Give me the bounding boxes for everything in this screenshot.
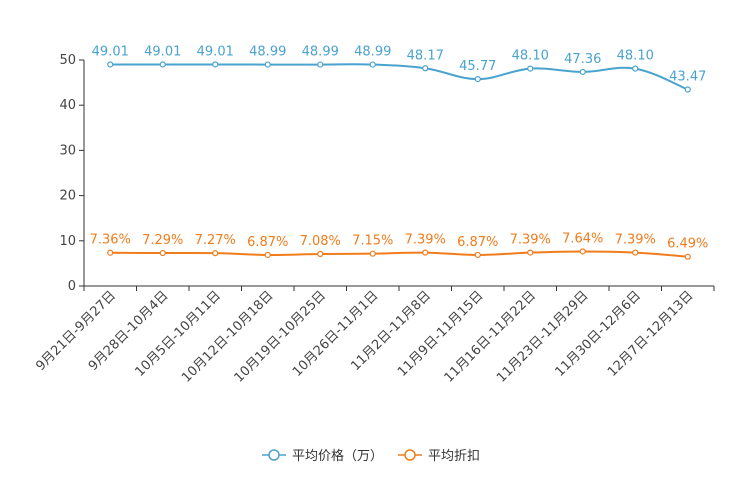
series-1: 7.36% 7.29% 7.27% 6.87% 7.08% 7.15% 7.39% 6.87%… bbox=[90, 231, 708, 260]
data-label: 48.99 bbox=[302, 45, 339, 60]
data-label: 45.77 bbox=[459, 59, 496, 74]
data-point bbox=[684, 86, 691, 93]
data-point bbox=[422, 65, 429, 72]
data-point bbox=[474, 251, 481, 259]
data-label: 48.99 bbox=[354, 45, 391, 60]
data-label: 6.87% bbox=[457, 235, 498, 250]
series-group: 49.01 49.01 49.01 48.99 48.99 48.99 48.17 45.77… bbox=[90, 44, 708, 260]
data-point bbox=[107, 249, 114, 256]
data-label: 43.47 bbox=[669, 70, 706, 85]
data-label: 48.99 bbox=[249, 45, 286, 60]
data-label: 49.01 bbox=[144, 44, 181, 59]
data-point bbox=[264, 251, 271, 259]
legend[interactable]: 平均价格（万） 平均折扣 bbox=[262, 448, 480, 464]
x-category-label: 11月16日-11月22日 bbox=[442, 288, 539, 385]
data-point bbox=[264, 61, 271, 68]
data-point bbox=[579, 68, 586, 76]
y-axis-ticks: 0 10 20 30 40 50 bbox=[59, 53, 84, 294]
legend-marker bbox=[268, 449, 280, 461]
x-category-label: 10月19日-10月25日 bbox=[232, 288, 329, 385]
data-point bbox=[212, 250, 219, 257]
data-point bbox=[684, 253, 691, 260]
data-label: 49.01 bbox=[92, 44, 129, 59]
legend-label: 平均价格（万） bbox=[292, 448, 383, 464]
data-label: 48.10 bbox=[512, 49, 549, 64]
legend-item-1[interactable]: 平均折扣 bbox=[398, 449, 480, 464]
data-label: 48.10 bbox=[617, 49, 654, 64]
x-category-label: 10月12日-10月18日 bbox=[179, 288, 276, 385]
x-axis-ticks: 9月21日-9月27日9月28日-10月4日10月5日-10月11日10月12日… bbox=[33, 286, 715, 386]
data-point bbox=[579, 248, 586, 255]
x-category-label: 11月23日-11月29日 bbox=[494, 288, 591, 385]
data-point bbox=[317, 250, 324, 258]
data-label: 47.36 bbox=[564, 52, 601, 67]
data-label: 7.29% bbox=[142, 233, 183, 248]
y-tick-label: 20 bbox=[59, 189, 76, 204]
data-label: 7.36% bbox=[90, 233, 131, 248]
data-point bbox=[369, 250, 376, 257]
series-line-0 bbox=[110, 63, 689, 91]
data-label: 7.39% bbox=[615, 233, 656, 248]
legend-marker bbox=[404, 449, 416, 461]
data-point bbox=[159, 249, 166, 257]
data-point bbox=[317, 61, 324, 68]
data-label: 7.15% bbox=[352, 234, 393, 249]
data-label: 7.64% bbox=[562, 231, 603, 246]
series-line-1 bbox=[110, 250, 688, 258]
data-point bbox=[422, 249, 429, 256]
data-point bbox=[527, 65, 534, 72]
data-label: 6.49% bbox=[667, 237, 708, 252]
y-tick-label: 40 bbox=[59, 98, 76, 113]
data-label: 7.08% bbox=[300, 234, 341, 249]
legend-label: 平均折扣 bbox=[428, 449, 480, 464]
data-point bbox=[159, 61, 166, 68]
data-point bbox=[632, 65, 639, 72]
data-label: 7.39% bbox=[405, 233, 446, 248]
data-point bbox=[369, 61, 376, 68]
data-label: 48.17 bbox=[407, 48, 444, 63]
data-point bbox=[107, 61, 114, 68]
series-0: 49.01 49.01 49.01 48.99 48.99 48.99 48.17 45.77… bbox=[92, 44, 706, 93]
y-tick-label: 30 bbox=[59, 143, 76, 158]
data-label: 7.39% bbox=[510, 233, 551, 248]
data-label: 7.27% bbox=[195, 233, 236, 248]
data-label: 49.01 bbox=[197, 44, 234, 59]
y-tick-label: 50 bbox=[59, 53, 76, 68]
legend-item-0[interactable]: 平均价格（万） bbox=[262, 448, 383, 464]
data-point bbox=[474, 76, 481, 83]
y-tick-label: 10 bbox=[59, 234, 76, 249]
data-point bbox=[527, 249, 534, 256]
y-tick-label: 0 bbox=[68, 279, 76, 294]
data-point bbox=[212, 61, 219, 68]
data-point bbox=[632, 249, 639, 256]
data-label: 6.87% bbox=[247, 235, 288, 250]
